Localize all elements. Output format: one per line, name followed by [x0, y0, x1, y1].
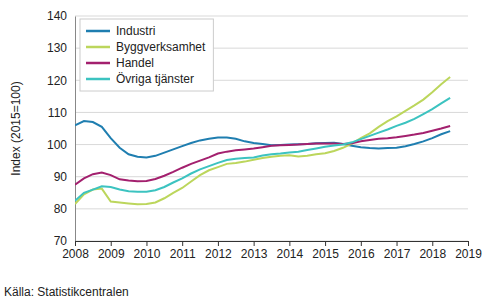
tick: 2010	[134, 241, 161, 261]
tick-label: 120	[47, 74, 67, 88]
tick: 2019	[455, 241, 482, 261]
lines	[75, 77, 450, 204]
grid-line	[75, 112, 468, 113]
tick-mark	[432, 241, 433, 246]
grid	[75, 16, 468, 241]
grid-line	[75, 176, 468, 177]
tick: 120	[47, 74, 75, 88]
tick: 2015	[312, 241, 339, 261]
source: Källa: Statistikcentralen	[4, 285, 129, 299]
legend-box	[80, 19, 213, 91]
tick-label: 2008	[62, 247, 89, 261]
legend: Industri Byggverksamhet Handel Övriga tjäns…	[80, 19, 213, 91]
grid-line	[75, 208, 468, 209]
tick: 2009	[98, 241, 125, 261]
tick-label: 2010	[134, 247, 161, 261]
tick-mark	[111, 241, 112, 246]
axis-line	[76, 242, 469, 247]
legend-label: Handel	[116, 56, 154, 70]
tick-mark	[397, 241, 398, 246]
tick-label: 2016	[348, 247, 375, 261]
grid-line	[75, 16, 468, 17]
tick-label: 2015	[312, 247, 339, 261]
tick: 130	[47, 41, 75, 55]
tick: 2017	[384, 241, 411, 261]
tick-label: 2011	[170, 247, 196, 261]
tick-mark	[75, 241, 76, 246]
tick-label: 2013	[241, 247, 268, 261]
tick-mark	[361, 241, 362, 246]
tick-mark	[182, 241, 183, 246]
tick: 140	[47, 9, 75, 23]
tick: 90	[54, 170, 75, 184]
tick-label: 110	[48, 106, 67, 120]
tick-mark	[325, 241, 326, 246]
tick-label: 2009	[98, 247, 125, 261]
tick-label: 2012	[205, 247, 232, 261]
tick: 2012	[205, 241, 232, 261]
x-axis: 2008 2009 2010 2011 2012 2013 2014 2015 2016 2017…	[62, 241, 482, 261]
legend-label: Industri	[116, 24, 155, 38]
tick-label: 2019	[455, 247, 482, 261]
tick: 2018	[419, 241, 446, 261]
tick: 2008	[62, 241, 89, 261]
tick-label: 80	[54, 202, 68, 216]
tick-label: 140	[47, 9, 67, 23]
legend-label: Byggverksamhet	[116, 40, 206, 54]
tick-label: 2014	[277, 247, 304, 261]
legend-swatch	[86, 78, 110, 81]
legend-swatch	[86, 46, 110, 49]
tick: 110	[48, 106, 75, 120]
tick: 2011	[170, 241, 196, 261]
tick: 100	[47, 138, 75, 152]
tick-mark	[146, 241, 147, 246]
legend-swatch	[86, 62, 110, 65]
tick-mark	[218, 241, 219, 246]
tick-mark	[468, 241, 469, 246]
tick-mark	[289, 241, 290, 246]
tick: 2014	[277, 241, 304, 261]
tick: 80	[54, 202, 75, 216]
chart: 7080901001101201301402008200920102011201…	[0, 0, 493, 304]
y-axis-title: Index (2015=100)	[9, 81, 23, 175]
axis-line	[75, 17, 76, 242]
tick: 2013	[241, 241, 268, 261]
tick-label: 2017	[384, 247, 411, 261]
tick-mark	[254, 241, 255, 246]
y-axis: 708090100110120130140	[47, 9, 76, 248]
series-line	[75, 98, 450, 201]
series-line	[75, 77, 450, 204]
legend-swatch	[86, 30, 110, 33]
tick-label: 90	[54, 170, 68, 184]
legend-label: Övriga tjänster	[116, 72, 194, 86]
tick-label: 2018	[419, 247, 446, 261]
tick-label: 130	[47, 41, 67, 55]
tick: 2016	[348, 241, 375, 261]
tick-label: 100	[47, 138, 67, 152]
